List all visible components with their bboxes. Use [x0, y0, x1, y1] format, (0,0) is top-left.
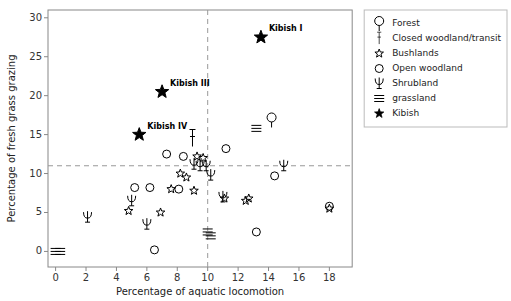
annotation: Kibish III [170, 79, 210, 88]
y-tick [44, 173, 48, 174]
point [190, 186, 199, 194]
point [325, 202, 333, 210]
x-tick-label: 10 [201, 272, 214, 283]
x-tick-label: 12 [232, 272, 245, 283]
point [271, 172, 279, 180]
series [84, 158, 288, 229]
point [244, 194, 253, 202]
x-tick-label: 4 [113, 272, 119, 283]
series [267, 113, 276, 127]
y-tick-label: 10 [29, 168, 42, 179]
point [167, 185, 176, 193]
legend-symbol [375, 17, 384, 32]
legend-symbol [375, 109, 384, 118]
point [203, 229, 213, 235]
x-tick [116, 267, 117, 271]
x-tick [238, 267, 239, 271]
y-tick [44, 56, 48, 57]
point [325, 204, 334, 212]
point [128, 195, 136, 206]
series [51, 125, 262, 254]
x-tick [268, 267, 269, 271]
chart: 0 2 4 6 8 10 12 14 16 18 0 5 10 15 20 25 30 Percentage of… [0, 0, 511, 301]
y-tick-label: 5 [36, 206, 42, 217]
legend-symbol [375, 49, 384, 57]
legend-symbol [375, 78, 383, 89]
series [133, 30, 268, 140]
x-tick [55, 267, 56, 271]
legend-symbol [377, 32, 381, 44]
annotation: Kibish I [269, 24, 303, 33]
legend-symbol [374, 96, 384, 102]
point [124, 206, 133, 214]
x-tick [146, 267, 147, 271]
x-axis-label: Percentage of aquatic locomotion [116, 286, 284, 297]
y-tick-label: 25 [29, 51, 42, 62]
point [179, 152, 187, 160]
y-tick-label: 0 [36, 245, 42, 256]
x-tick-label: 6 [144, 272, 150, 283]
x-tick-label: 2 [83, 272, 89, 283]
y-tick [44, 17, 48, 18]
legend-symbol [375, 65, 383, 73]
y-tick [44, 134, 48, 135]
legend-label: Kibish [392, 108, 419, 118]
point [155, 85, 168, 98]
legend-label: Open woodland [392, 63, 462, 73]
series [124, 152, 333, 216]
legend-label: Shrubland [392, 78, 438, 88]
x-tick-label: 8 [174, 272, 180, 283]
x-tick [207, 267, 208, 271]
point [254, 30, 267, 43]
point [252, 228, 260, 236]
y-axis-label: Percentage of fresh grass grazing [6, 54, 17, 222]
point [175, 185, 183, 193]
point [133, 128, 146, 141]
point [222, 145, 230, 153]
reference-line [207, 10, 208, 267]
y-tick-label: 15 [29, 129, 42, 140]
legend-label: Bushlands [392, 48, 439, 58]
y-tick [44, 95, 48, 96]
point [182, 173, 191, 181]
x-tick-label: 18 [323, 272, 336, 283]
x-tick [177, 267, 178, 271]
point [55, 248, 65, 254]
legend-label: Closed woodland/transit [392, 33, 501, 43]
point [251, 125, 261, 131]
point [146, 184, 154, 192]
legend-box [364, 10, 507, 127]
point [131, 184, 139, 192]
point [150, 246, 158, 254]
x-tick-label: 0 [52, 272, 58, 283]
point [84, 211, 92, 222]
legend-label: Forest [392, 18, 420, 28]
x-tick-label: 14 [262, 272, 275, 283]
legend: Forest Closed woodland/transit Bushlands Op… [374, 17, 501, 119]
point [156, 208, 165, 216]
y-tick-label: 20 [29, 90, 42, 101]
data-area [48, 10, 352, 267]
point [219, 191, 227, 202]
y-tick [44, 212, 48, 213]
x-tick [329, 267, 330, 271]
y-tick-label: 30 [29, 12, 42, 23]
point [163, 150, 171, 158]
x-tick [86, 267, 87, 271]
point [280, 160, 288, 171]
plot-frame [48, 10, 352, 267]
annotation: Kibish IV [147, 122, 188, 131]
series [131, 145, 334, 254]
legend-label: grassland [392, 93, 436, 103]
y-tick [44, 251, 48, 252]
point [202, 160, 210, 171]
point [189, 130, 195, 147]
series [189, 130, 195, 147]
point [267, 113, 276, 127]
x-tick-label: 16 [293, 272, 306, 283]
point [207, 169, 215, 180]
x-tick [298, 267, 299, 271]
point [143, 218, 151, 229]
point [206, 233, 216, 239]
